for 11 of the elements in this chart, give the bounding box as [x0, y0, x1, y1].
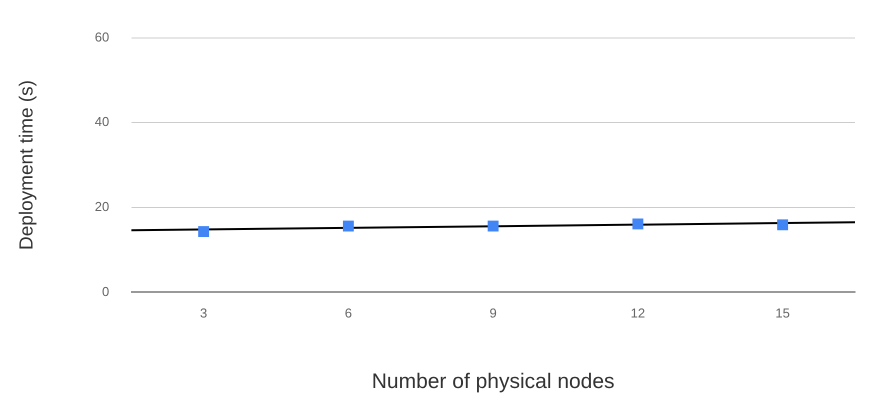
x-tick-label: 9 [490, 306, 497, 321]
y-tick-label: 20 [94, 198, 110, 214]
x-tick-label: 12 [630, 306, 646, 321]
x-tick-label: 3 [200, 306, 208, 321]
y-axis-title: Deployment time (s) [16, 80, 38, 250]
y-tick-label: 0 [102, 284, 110, 299]
y-tick-label: 60 [94, 29, 110, 44]
x-tick-label: 6 [344, 306, 352, 321]
y-tick-label: 40 [94, 114, 110, 130]
x-tick-label: 15 [775, 306, 790, 321]
x-axis-title: Number of physical nodes [372, 370, 615, 394]
